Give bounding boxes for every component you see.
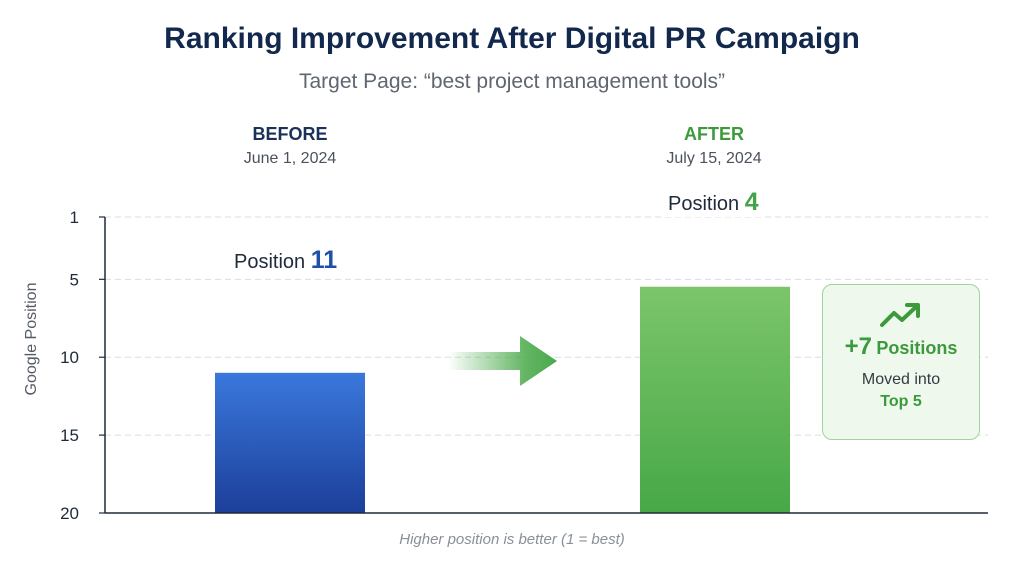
position-gain-value: +7 xyxy=(844,333,872,360)
before-position-prefix: Position xyxy=(234,251,306,273)
before-position-callout: Position 11 xyxy=(234,246,337,275)
y-tick-label-5: 5 xyxy=(70,270,79,289)
y-tick-label-20: 20 xyxy=(60,504,79,523)
y-axis-label: Google Position xyxy=(23,282,40,396)
after-position-callout: Position 4 xyxy=(664,188,763,217)
bar-before xyxy=(215,372,365,513)
y-tick-label-1: 1 xyxy=(70,208,79,227)
after-position-prefix: Position xyxy=(668,193,740,215)
y-tick-label-15: 15 xyxy=(60,426,79,445)
badge-moved-text: Moved into xyxy=(861,371,941,388)
badge-top5-text: Top 5 xyxy=(880,393,922,410)
before-label: BEFORE xyxy=(252,124,328,144)
bar-after xyxy=(640,286,790,513)
before-position-value: 11 xyxy=(310,246,338,274)
after-label: AFTER xyxy=(684,124,744,144)
trend-up-icon xyxy=(880,303,920,327)
before-date: June 1, 2024 xyxy=(243,150,337,167)
position-gain: +7 Positions xyxy=(823,333,979,361)
after-date: July 15, 2024 xyxy=(666,150,762,167)
after-position-value: 4 xyxy=(744,188,759,216)
chart-subtitle: Target Page: “best project management to… xyxy=(298,70,726,93)
improvement-badge: +7 Positions Moved into Top 5 xyxy=(822,284,980,440)
improvement-arrow xyxy=(448,336,557,386)
position-gain-unit: Positions xyxy=(876,338,958,358)
chart-title: Ranking Improvement After Digital PR Cam… xyxy=(164,22,860,55)
y-tick-label-10: 10 xyxy=(60,348,79,367)
chart-footnote: Higher position is better (1 = best) xyxy=(399,531,625,548)
